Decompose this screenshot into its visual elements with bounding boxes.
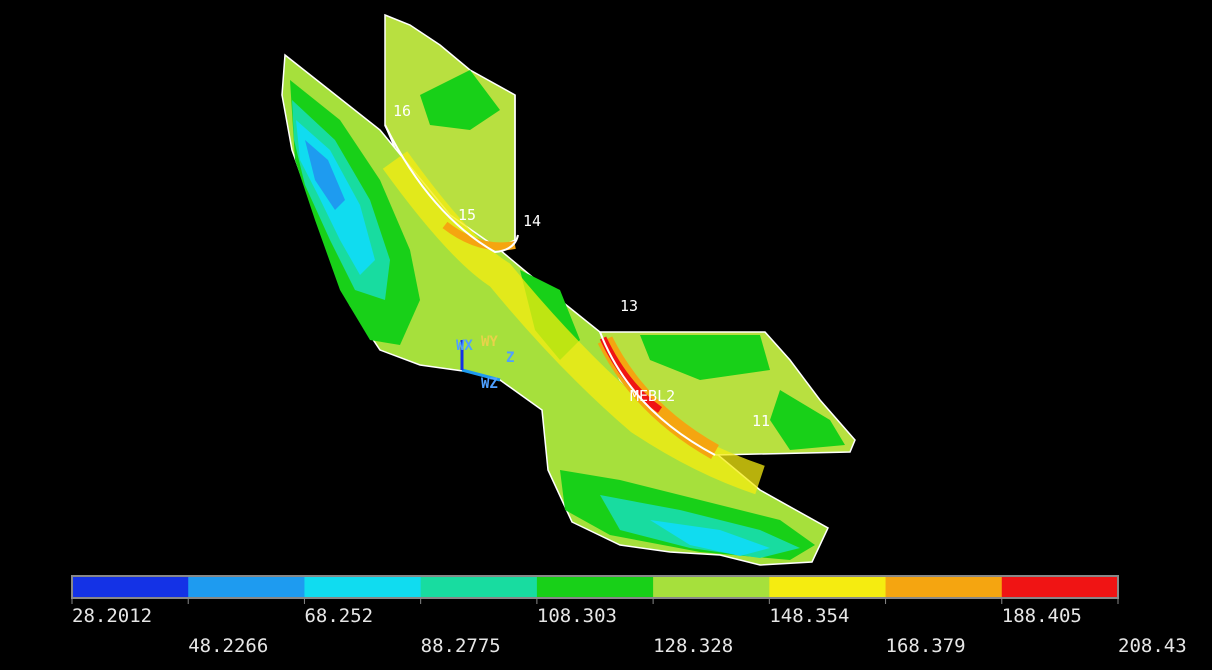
axis-label: WZ xyxy=(481,376,498,392)
legend-swatch xyxy=(188,576,305,598)
page: 16 15 14 13 MEBL2 11 WX WY WZ Z 28.2012 48.2266 68.… xyxy=(0,0,1212,666)
axis-label: WY xyxy=(481,334,498,350)
legend-label: 208.43 xyxy=(1118,635,1187,657)
legend-label: 28.2012 xyxy=(72,605,152,627)
legend-label: 68.252 xyxy=(304,605,373,627)
node-label: MEBL2 xyxy=(630,387,675,405)
node-label: 16 xyxy=(393,102,411,120)
legend-swatch xyxy=(1002,576,1119,598)
node-label: 11 xyxy=(752,412,770,430)
legend-label: 88.2775 xyxy=(421,635,501,657)
legend-swatch xyxy=(304,576,421,598)
legend-swatch xyxy=(653,576,770,598)
node-label: 15 xyxy=(458,206,476,224)
legend-label: 108.303 xyxy=(537,605,617,627)
node-label: 14 xyxy=(523,212,541,230)
legend-label: 128.328 xyxy=(653,635,733,657)
node-label: 13 xyxy=(620,297,638,315)
legend-label: 148.354 xyxy=(769,605,849,627)
contour-plot: 16 15 14 13 MEBL2 11 WX WY WZ Z 28.2012 48.2266 68.… xyxy=(0,0,1212,666)
legend-swatch xyxy=(537,576,654,598)
legend-swatch xyxy=(421,576,538,598)
axis-label: WX xyxy=(456,338,473,354)
legend-label: 188.405 xyxy=(1002,605,1082,627)
axis-label: Z xyxy=(506,350,514,366)
legend-swatch xyxy=(769,576,886,598)
legend-label: 168.379 xyxy=(886,635,966,657)
legend-label: 48.2266 xyxy=(188,635,268,657)
legend-swatch xyxy=(72,576,189,598)
legend-swatch xyxy=(886,576,1003,598)
